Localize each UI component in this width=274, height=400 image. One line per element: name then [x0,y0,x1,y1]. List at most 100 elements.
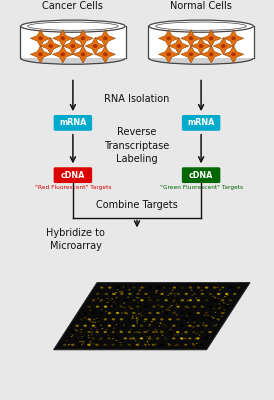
Ellipse shape [161,293,164,295]
Ellipse shape [213,317,214,318]
Polygon shape [181,30,201,47]
Polygon shape [53,30,73,47]
Ellipse shape [186,316,188,317]
Ellipse shape [192,344,195,346]
Ellipse shape [128,293,132,295]
Ellipse shape [171,292,172,294]
Ellipse shape [204,325,208,327]
Ellipse shape [136,344,139,346]
Ellipse shape [96,329,98,330]
Ellipse shape [124,312,127,314]
Ellipse shape [151,321,153,322]
Ellipse shape [81,344,83,345]
Ellipse shape [112,338,114,339]
Ellipse shape [221,312,224,314]
Ellipse shape [132,299,136,301]
Ellipse shape [92,299,95,301]
Ellipse shape [155,344,157,345]
Ellipse shape [140,312,144,314]
Ellipse shape [192,343,193,344]
Ellipse shape [152,344,155,346]
Ellipse shape [192,331,196,333]
Ellipse shape [164,337,167,340]
Ellipse shape [96,293,99,295]
Ellipse shape [162,324,164,325]
Ellipse shape [91,334,93,335]
Ellipse shape [87,344,91,346]
Ellipse shape [135,314,137,316]
Ellipse shape [160,323,161,324]
Ellipse shape [108,299,112,301]
FancyBboxPatch shape [54,115,92,131]
Ellipse shape [92,322,94,323]
Ellipse shape [181,339,183,340]
Ellipse shape [124,337,127,340]
Ellipse shape [222,287,224,288]
Ellipse shape [149,286,152,289]
Ellipse shape [88,335,90,336]
Ellipse shape [87,331,91,333]
Ellipse shape [148,312,152,314]
Ellipse shape [100,299,102,300]
Ellipse shape [126,313,128,314]
Ellipse shape [132,308,134,309]
Ellipse shape [149,20,253,32]
Ellipse shape [213,299,216,301]
Ellipse shape [144,331,147,333]
Ellipse shape [168,318,172,320]
Ellipse shape [116,286,120,289]
Ellipse shape [132,315,134,316]
Ellipse shape [213,286,216,289]
Polygon shape [30,46,51,63]
Ellipse shape [218,303,220,304]
Ellipse shape [112,306,115,308]
Ellipse shape [209,36,213,40]
Ellipse shape [103,36,108,40]
Ellipse shape [128,331,131,333]
Text: cDNA: cDNA [61,171,85,180]
Ellipse shape [156,312,160,314]
Ellipse shape [132,312,135,314]
Ellipse shape [123,302,125,304]
Ellipse shape [213,312,216,314]
Ellipse shape [196,337,199,340]
Ellipse shape [152,319,154,320]
Ellipse shape [99,339,101,340]
Ellipse shape [225,306,228,308]
Ellipse shape [215,324,217,326]
Ellipse shape [159,322,161,323]
Ellipse shape [156,331,158,332]
Ellipse shape [21,20,125,32]
Ellipse shape [119,344,123,346]
Ellipse shape [221,44,226,48]
Ellipse shape [103,52,108,56]
Ellipse shape [116,299,119,301]
Ellipse shape [173,301,174,302]
Ellipse shape [71,344,75,346]
Ellipse shape [128,306,132,308]
Ellipse shape [176,344,179,346]
Ellipse shape [95,331,99,333]
Ellipse shape [164,299,168,301]
Ellipse shape [120,331,123,333]
Ellipse shape [204,314,206,316]
Ellipse shape [155,292,157,294]
Ellipse shape [140,286,144,289]
Ellipse shape [84,312,87,314]
Ellipse shape [167,308,169,309]
Ellipse shape [215,297,216,298]
Ellipse shape [199,334,200,336]
Ellipse shape [155,332,157,333]
Ellipse shape [88,306,91,308]
Ellipse shape [116,337,119,340]
Ellipse shape [136,331,139,333]
Ellipse shape [148,337,151,340]
Ellipse shape [87,318,91,320]
Ellipse shape [217,293,220,295]
Ellipse shape [100,325,102,326]
Ellipse shape [237,286,241,289]
Ellipse shape [108,286,112,289]
Ellipse shape [119,291,121,292]
Ellipse shape [114,294,116,295]
Ellipse shape [223,312,225,314]
